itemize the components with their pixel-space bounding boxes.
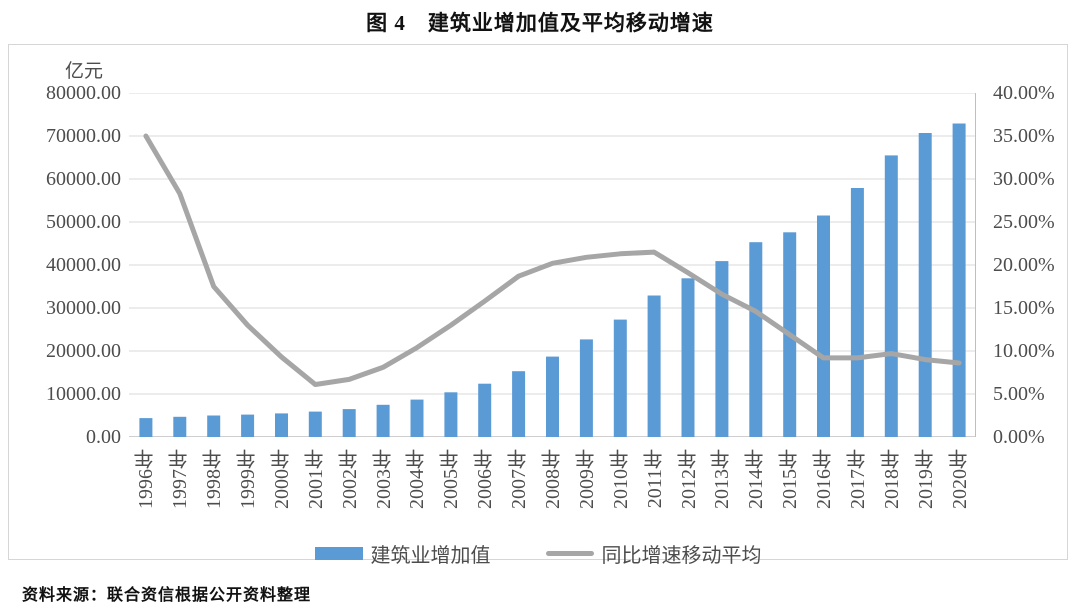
value-bar [817, 215, 830, 437]
x-axis-label: 2002年 [338, 449, 361, 509]
right-axis-tick: 15.00% [993, 297, 1055, 319]
x-axis-label: 1996年 [135, 449, 158, 509]
bar-series-swatch [314, 547, 363, 560]
left-axis-tick: 40000.00 [46, 254, 121, 276]
value-bar [546, 356, 559, 437]
x-axis-label: 2008年 [541, 449, 564, 509]
right-axis-tick: 30.00% [993, 168, 1055, 190]
x-axis-label: 2011年 [643, 449, 666, 509]
right-axis-tick: 20.00% [993, 254, 1055, 276]
right-axis-tick: 10.00% [993, 340, 1055, 362]
x-axis-label: 2016年 [813, 449, 836, 509]
x-axis-label: 1998年 [203, 449, 226, 509]
value-bar [275, 413, 288, 437]
line-series-label: 同比增速移动平均 [601, 545, 762, 567]
chart-container: 亿元 0.00 10000.00 20000.00 30000.00 40000.00 5… [8, 44, 1068, 567]
left-axis-unit-label: 亿元 [65, 61, 104, 82]
x-axis-label: 2007年 [508, 449, 531, 509]
x-axis-label: 2010年 [609, 449, 632, 509]
left-axis-tick: 10000.00 [46, 383, 121, 405]
x-axis-label: 2006年 [474, 449, 497, 509]
value-bar [342, 409, 356, 437]
x-axis-label: 2020年 [948, 449, 971, 509]
left-axis-tick: 70000.00 [46, 125, 121, 147]
growth-line [143, 133, 962, 387]
x-axis-label: 2001年 [304, 449, 327, 509]
value-bar [681, 278, 695, 437]
x-axis-label: 1999年 [237, 449, 260, 509]
left-axis-tick: 50000.00 [46, 211, 121, 233]
line-series-swatch [545, 551, 594, 556]
bar-series-label: 建筑业增加值 [370, 545, 491, 567]
value-bar [241, 414, 255, 437]
x-axis-label: 2018年 [880, 449, 903, 509]
value-bar [376, 404, 390, 437]
value-bar [749, 242, 763, 437]
left-axis-tick: 30000.00 [46, 297, 121, 319]
x-axis-label: 2014年 [745, 449, 768, 509]
left-axis-tick: 80000.00 [46, 82, 121, 104]
value-bar [512, 371, 526, 437]
value-bar [715, 261, 729, 437]
left-axis-tick: 0.00 [86, 426, 121, 448]
value-bar [478, 383, 492, 437]
right-axis-tick: 0.00% [993, 426, 1045, 448]
x-axis-label: 1997年 [169, 449, 192, 509]
x-axis-label: 2000年 [270, 449, 293, 509]
value-bar [952, 123, 966, 437]
value-bar [308, 411, 322, 437]
left-axis-tick: 20000.00 [46, 340, 121, 362]
right-axis-tick: 25.00% [993, 211, 1055, 233]
x-axis-label: 2004年 [406, 449, 429, 509]
x-axis-label: 2003年 [372, 449, 395, 509]
value-bar [444, 392, 458, 437]
legend-item-line-series: 同比增速移动平均 [545, 539, 762, 568]
right-axis-tick: 35.00% [993, 125, 1055, 147]
plot-area [129, 93, 976, 437]
value-bar [139, 418, 153, 437]
x-axis-label: 2017年 [846, 449, 869, 509]
value-bar [410, 399, 424, 437]
x-axis-label: 2012年 [677, 449, 700, 509]
value-bar [173, 416, 187, 437]
value-bar [207, 415, 221, 437]
value-bar [850, 188, 864, 437]
value-bar [647, 295, 661, 437]
x-axis-label: 2009年 [575, 449, 598, 509]
legend-item-bar-series: 建筑业增加值 [314, 539, 491, 568]
value-bar [918, 133, 932, 437]
left-axis-tick: 60000.00 [46, 168, 121, 190]
value-bar [579, 339, 593, 437]
right-axis-tick: 40.00% [993, 82, 1055, 104]
x-axis-label: 2013年 [711, 449, 734, 509]
x-axis-label: 2015年 [779, 449, 802, 509]
source-note: 资料来源：联合资信根据公开资料整理 [22, 587, 312, 604]
x-axis-label: 2005年 [440, 449, 463, 509]
value-bar [884, 155, 898, 437]
right-axis-tick: 5.00% [993, 383, 1045, 405]
chart-title: 图 4 建筑业增加值及平均移动增速 [366, 11, 714, 35]
x-axis-label: 2019年 [914, 449, 937, 509]
legend: 建筑业增加值 同比增速移动平均 [9, 539, 1067, 568]
value-bar [613, 319, 627, 437]
